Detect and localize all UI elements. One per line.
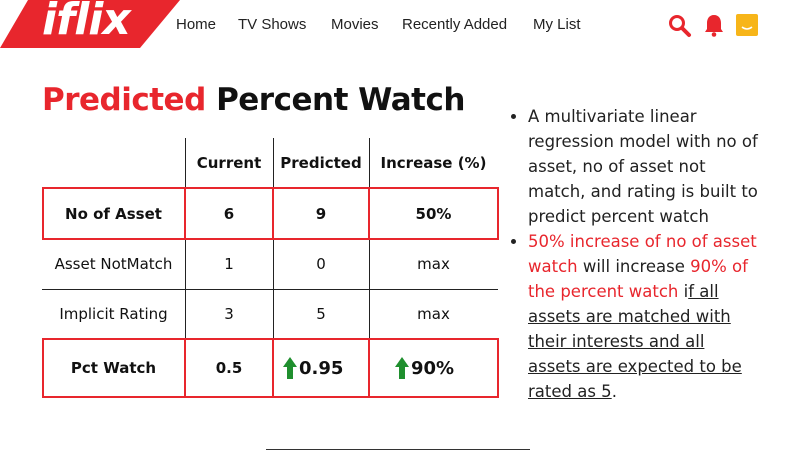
nav-my-list[interactable]: My List: [533, 16, 581, 33]
cell-increase-up: 90%: [369, 339, 498, 397]
cell-predicted: 9: [315, 204, 327, 223]
logo[interactable]: iflix: [42, 0, 131, 45]
nav-movies[interactable]: Movies: [331, 16, 379, 33]
cell-increase: max: [417, 255, 450, 273]
cell-current: 0.5: [215, 359, 243, 377]
arrow-up-icon: [283, 357, 297, 379]
row-label-pct-watch: Pct Watch: [70, 359, 157, 377]
note-red-2: 90% of the percent watch: [528, 257, 748, 301]
cell-current: 6: [223, 204, 235, 223]
row-label-implicit-rating: Implicit Rating: [59, 305, 168, 323]
title-percent-watch: Percent Watch: [216, 82, 465, 118]
cell-predicted-up: 0.95: [273, 339, 369, 397]
highlight-pct-watch: [42, 338, 499, 398]
note-item: 50% increase of no of asset watch will i…: [528, 229, 758, 404]
page-title: Predicted Percent Watch: [42, 82, 465, 118]
note-end: .: [611, 382, 617, 401]
cell-current: 3: [224, 305, 234, 323]
row-label-asset-notmatch: Asset NotMatch: [54, 255, 173, 273]
nav-home[interactable]: Home: [176, 16, 217, 33]
increase-pct-value: 90%: [411, 357, 455, 379]
title-predicted: Predicted: [42, 82, 206, 118]
predicted-pct-value: 0.95: [299, 357, 344, 379]
header-predicted: Predicted: [280, 154, 362, 172]
cell-increase: 50%: [415, 204, 452, 223]
row-label-no-of-asset: No of Asset: [65, 204, 162, 223]
notes-panel: A multivariate linear regression model w…: [508, 104, 758, 404]
highlight-no-of-asset: [42, 187, 499, 240]
cell-predicted: 0: [316, 255, 326, 273]
cell-predicted: 5: [316, 305, 326, 323]
avatar[interactable]: [736, 14, 758, 36]
note-underlined: f all assets are matched with their inte…: [528, 282, 742, 401]
note-pre: i: [678, 282, 689, 301]
note-item: A multivariate linear regression model w…: [528, 104, 758, 229]
cell-current: 1: [224, 255, 234, 273]
bell-icon[interactable]: [703, 13, 725, 37]
note-mid: will increase: [577, 257, 691, 276]
header-current: Current: [196, 154, 262, 172]
search-icon[interactable]: [668, 14, 692, 38]
arrow-up-icon: [395, 357, 409, 379]
cell-increase: max: [417, 305, 450, 323]
nav-tv-shows[interactable]: TV Shows: [238, 16, 307, 33]
header-increase: Increase (%): [380, 154, 487, 172]
note-red-1: 50% increase of no of asset watch: [528, 232, 757, 276]
nav-recently-added[interactable]: Recently Added: [402, 16, 508, 33]
note-text: A multivariate linear regression model w…: [528, 107, 758, 226]
